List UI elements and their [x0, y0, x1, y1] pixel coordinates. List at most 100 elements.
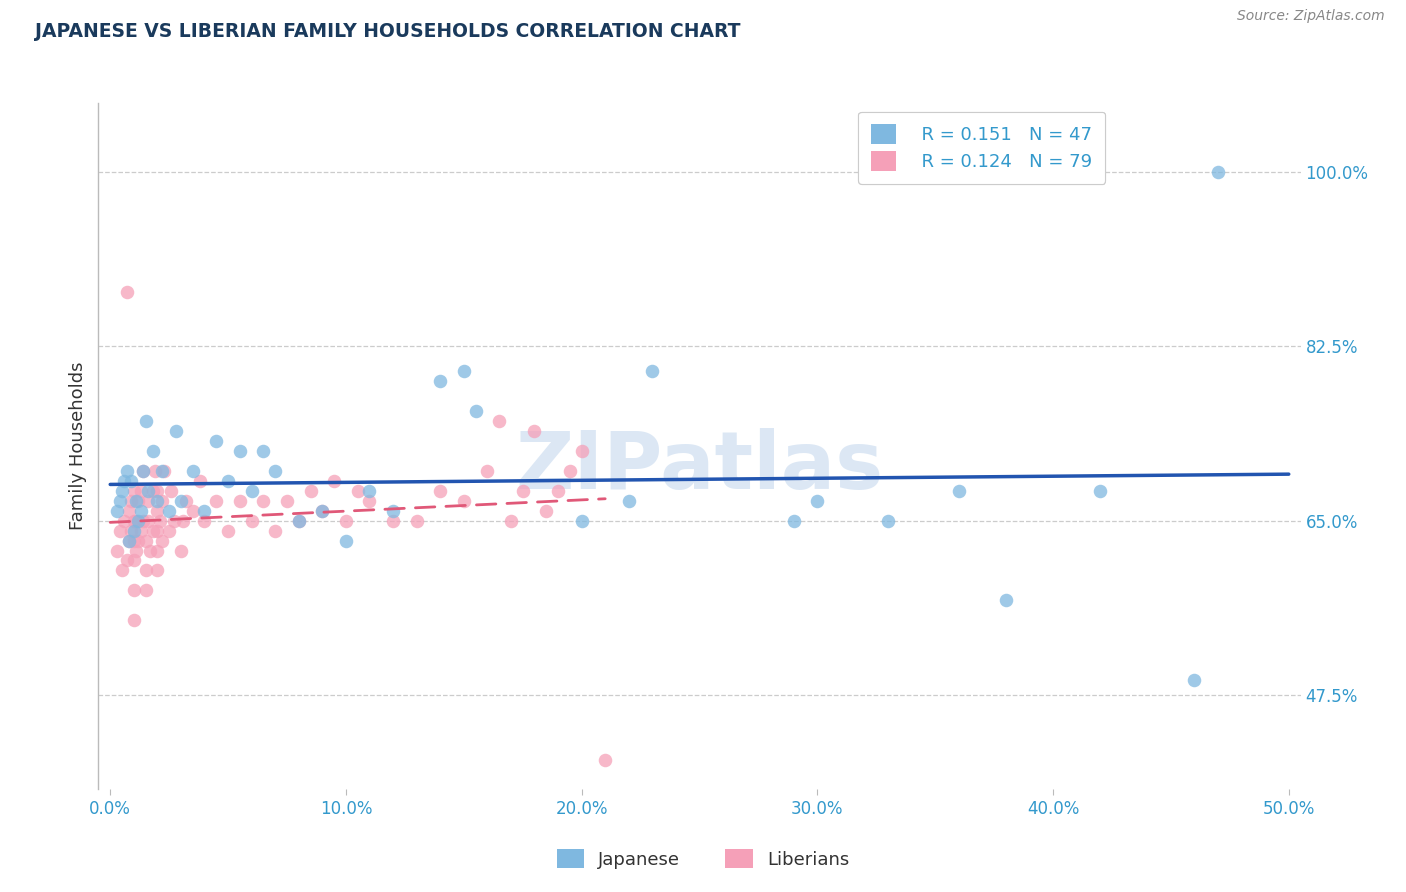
Point — [217, 524, 239, 538]
Point — [150, 533, 173, 548]
Point — [288, 514, 311, 528]
Point — [948, 483, 970, 498]
Point — [453, 364, 475, 378]
Point — [229, 444, 252, 458]
Point — [115, 464, 138, 478]
Point — [276, 493, 298, 508]
Point — [382, 504, 405, 518]
Point — [405, 514, 427, 528]
Y-axis label: Family Households: Family Households — [69, 362, 87, 530]
Point — [346, 483, 368, 498]
Point — [146, 483, 169, 498]
Point — [288, 514, 311, 528]
Point — [132, 464, 155, 478]
Point — [593, 753, 616, 767]
Point — [146, 504, 169, 518]
Point — [136, 483, 159, 498]
Point — [129, 483, 152, 498]
Point — [617, 493, 640, 508]
Point — [359, 493, 381, 508]
Point — [429, 483, 451, 498]
Point — [108, 493, 131, 508]
Point — [512, 483, 534, 498]
Point — [160, 483, 183, 498]
Text: JAPANESE VS LIBERIAN FAMILY HOUSEHOLDS CORRELATION CHART: JAPANESE VS LIBERIAN FAMILY HOUSEHOLDS C… — [35, 22, 741, 41]
Point — [311, 504, 333, 518]
Point — [112, 474, 135, 488]
Point — [129, 524, 152, 538]
Point — [193, 514, 215, 528]
Point — [157, 504, 180, 518]
Legend: Japanese, Liberians: Japanese, Liberians — [550, 841, 856, 876]
Point — [359, 483, 381, 498]
Point — [240, 483, 263, 498]
Point — [172, 514, 194, 528]
Legend:   R = 0.151   N = 47,   R = 0.124   N = 79: R = 0.151 N = 47, R = 0.124 N = 79 — [858, 112, 1105, 184]
Point — [488, 414, 510, 428]
Point — [323, 474, 346, 488]
Point — [120, 524, 142, 538]
Point — [122, 583, 145, 598]
Point — [1088, 483, 1111, 498]
Point — [252, 493, 274, 508]
Point — [150, 464, 173, 478]
Point — [429, 374, 451, 388]
Point — [129, 504, 152, 518]
Point — [335, 514, 357, 528]
Point — [571, 514, 593, 528]
Point — [125, 514, 148, 528]
Point — [132, 514, 155, 528]
Point — [264, 464, 287, 478]
Point — [135, 533, 157, 548]
Point — [193, 504, 215, 518]
Point — [170, 493, 193, 508]
Point — [146, 563, 169, 577]
Point — [118, 533, 141, 548]
Point — [181, 464, 204, 478]
Point — [136, 493, 159, 508]
Point — [994, 593, 1017, 607]
Point — [311, 504, 333, 518]
Point — [135, 583, 157, 598]
Point — [252, 444, 274, 458]
Point — [112, 514, 135, 528]
Point — [122, 613, 145, 627]
Point — [125, 493, 148, 508]
Point — [120, 493, 142, 508]
Point — [547, 483, 569, 498]
Point — [205, 434, 228, 448]
Point — [149, 514, 172, 528]
Point — [142, 444, 165, 458]
Point — [118, 504, 141, 518]
Point — [105, 543, 128, 558]
Point — [641, 364, 664, 378]
Point — [523, 424, 546, 438]
Point — [108, 524, 131, 538]
Point — [188, 474, 211, 488]
Point — [453, 493, 475, 508]
Text: Source: ZipAtlas.com: Source: ZipAtlas.com — [1237, 9, 1385, 23]
Point — [174, 493, 197, 508]
Point — [128, 493, 150, 508]
Point — [122, 533, 145, 548]
Point — [783, 514, 806, 528]
Point — [1184, 673, 1206, 687]
Point — [135, 414, 157, 428]
Point — [558, 464, 581, 478]
Point — [135, 563, 157, 577]
Point — [132, 464, 155, 478]
Point — [142, 524, 165, 538]
Point — [205, 493, 228, 508]
Point — [165, 424, 187, 438]
Point — [120, 474, 142, 488]
Point — [150, 493, 173, 508]
Point — [142, 483, 165, 498]
Point — [536, 504, 558, 518]
Point — [806, 493, 828, 508]
Text: ZIPatlas: ZIPatlas — [516, 427, 883, 506]
Point — [111, 563, 134, 577]
Point — [115, 285, 138, 299]
Point — [146, 524, 169, 538]
Point — [181, 504, 204, 518]
Point — [240, 514, 263, 528]
